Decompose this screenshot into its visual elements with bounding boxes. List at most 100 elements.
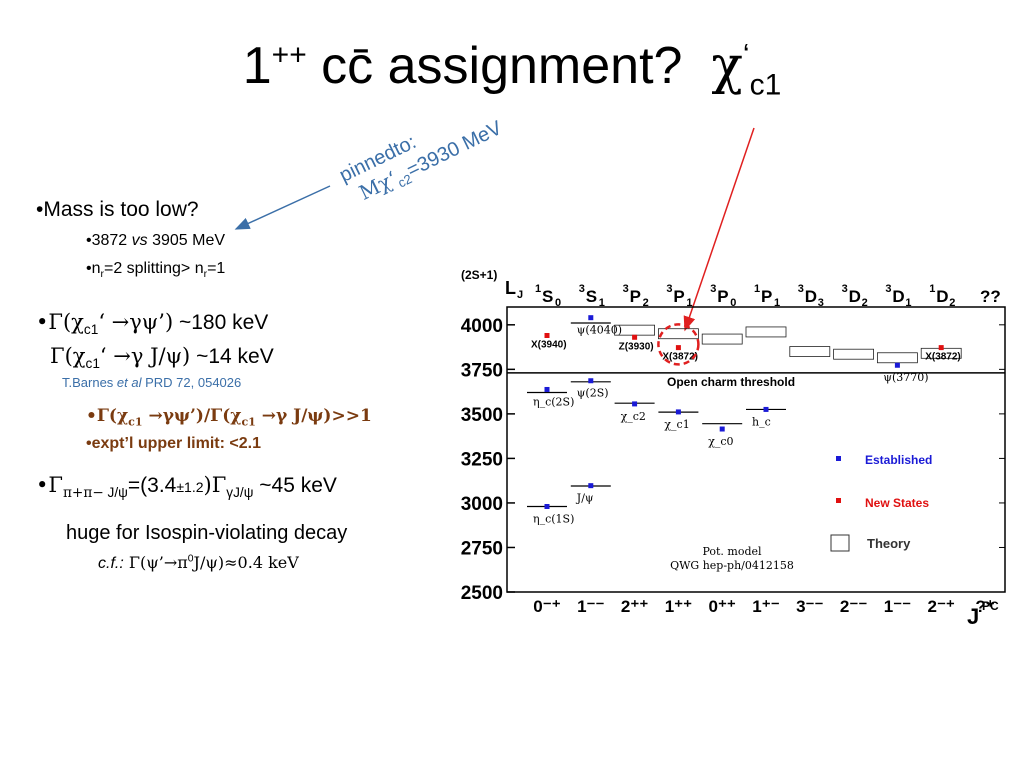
source-line2: QWG hep-ph/0412158 [670, 559, 794, 572]
title-main: cc̄ assignment? [321, 37, 683, 95]
legend-new-label: New States [865, 496, 929, 510]
red-arrow [683, 127, 755, 332]
title-chi: χ [711, 36, 743, 96]
bullet-nr-splitting: •nr=2 splitting> nr=1 [86, 260, 225, 280]
b2l2-c: ~14 keV [190, 345, 274, 368]
new-state-label: X(3940) [531, 340, 567, 351]
established-state [588, 483, 594, 489]
top-label-main: D [892, 287, 904, 306]
title-sup: ++ [271, 38, 307, 72]
bullet-pipi-jpsi: •Γπ+π− J/ψ=(3.4±1.2)ΓγJ/ψ ~45 keV [36, 473, 337, 501]
bottom-label: 1⁺⁺ [665, 597, 692, 616]
top-label-main: D [805, 287, 817, 306]
bottom-label: 2⁻⁺ [927, 597, 954, 616]
top-label-main: D [849, 287, 861, 306]
y-tick-label: 3250 [461, 449, 503, 470]
y-axis-label: L [505, 278, 516, 298]
top-label-sub: 2 [949, 297, 955, 309]
title-chi-sup: ‘ [742, 38, 750, 72]
title-chi-sub: c1 [749, 68, 782, 102]
bottom-label: 2⁻⁻ [840, 597, 867, 616]
theory-level-box [789, 346, 831, 357]
x-axis-label-sup: PC [982, 599, 999, 613]
y-axis-label-sub: J [517, 289, 523, 301]
established-state [544, 386, 550, 392]
legend-new-marker [836, 498, 841, 503]
top-label-sub: 1 [774, 297, 780, 309]
bullet-upper-limit: •expt’l upper limit: <2.1 [86, 435, 261, 452]
theory-level-box [701, 333, 743, 345]
established-state [719, 426, 725, 432]
theory-level-box [657, 328, 699, 340]
threshold-label: Open charm threshold [667, 375, 795, 389]
established-state [675, 409, 681, 415]
new-state [632, 334, 638, 340]
b5-d: ~45 keV [253, 474, 337, 497]
y-tick-label: 2500 [461, 583, 503, 604]
bottom-label: 1⁻⁻ [577, 597, 604, 616]
established-state-label: J/ψ [576, 492, 594, 505]
b5-b: =(3.4 [127, 474, 177, 497]
top-label-sup: 3 [710, 283, 716, 295]
y-tick-label: 2750 [461, 538, 503, 559]
b5-sub1: π+π− [62, 485, 104, 502]
b2-c: ~180 keV [173, 311, 269, 334]
legend-established-label: Established [865, 453, 932, 467]
b3-sub2: c1 [241, 415, 256, 429]
b3-sub1: c1 [128, 415, 143, 429]
top-label-sup: 3 [579, 283, 585, 295]
bullet-gamma-psi-prime: •Γ(χc1‘ →γψ’) ~180 keV [36, 310, 268, 337]
b2-sub: c1 [83, 322, 99, 338]
established-state-label: χ_c1 [664, 418, 689, 431]
source-line1: Pot. model [702, 545, 762, 558]
bullet-gamma-jpsi: Γ(χc1‘ →γ J/ψ) ~14 keV [50, 344, 274, 371]
blue-arrow [234, 185, 331, 230]
cf-b: J/ψ)≈0.4 keV [193, 553, 299, 572]
b3-a: •Γ(χ [86, 406, 129, 426]
theory-level-box [876, 352, 918, 364]
new-state-label: X(3872) [925, 352, 961, 363]
new-state [675, 345, 681, 351]
established-state [894, 362, 900, 368]
top-label-main: D [936, 287, 948, 306]
top-label-main: P [717, 287, 728, 306]
b1a-post: 3905 MeV [147, 232, 226, 249]
bottom-label: 0⁻⁺ [533, 597, 560, 616]
b2l2-b: ‘ →γ J/ψ) [99, 344, 191, 368]
cf-em: c.f.: [98, 555, 124, 572]
new-state-label: X(3872) [662, 352, 698, 363]
b1b-sub1: r [100, 269, 104, 281]
top-label-sub: 3 [818, 297, 824, 309]
y-tick-label: 3750 [461, 360, 503, 381]
b2l2-sub: c1 [85, 356, 100, 372]
b5-sub1b: J/ψ [103, 485, 128, 501]
top-label-main: P [673, 287, 684, 306]
theory-level-box [745, 326, 787, 338]
top-label-sup: 1 [929, 283, 935, 295]
established-state [588, 378, 594, 384]
top-label-sub: 2 [862, 297, 868, 309]
legend-theory-label: Theory [867, 536, 911, 551]
top-label-sup: 1 [754, 283, 760, 295]
y-tick-label: 3000 [461, 494, 503, 515]
legend-theory-box [830, 534, 850, 552]
ref-a: T.Barnes [62, 375, 117, 390]
b2l2-a: Γ(χ [50, 344, 86, 368]
top-label-sup: 3 [885, 283, 891, 295]
new-state-label: Z(3930) [619, 341, 654, 352]
top-label-main: P [761, 287, 772, 306]
bottom-label: 3⁻⁻ [796, 597, 823, 616]
cf-sup: 0 [187, 553, 194, 565]
b2-a: •Γ(χ [36, 310, 84, 334]
top-label-sup: 3 [666, 283, 672, 295]
top-label-main: S [542, 287, 553, 306]
b1b-b: =2 splitting> n [103, 260, 204, 277]
b5-a: •Γ [36, 473, 63, 497]
bottom-label: 0⁺⁺ [708, 597, 735, 616]
top-label-sup: 3 [798, 283, 804, 295]
top-label-main: P [630, 287, 641, 306]
top-label-sub: 1 [686, 297, 692, 309]
b1b-sub2: r [203, 269, 208, 281]
